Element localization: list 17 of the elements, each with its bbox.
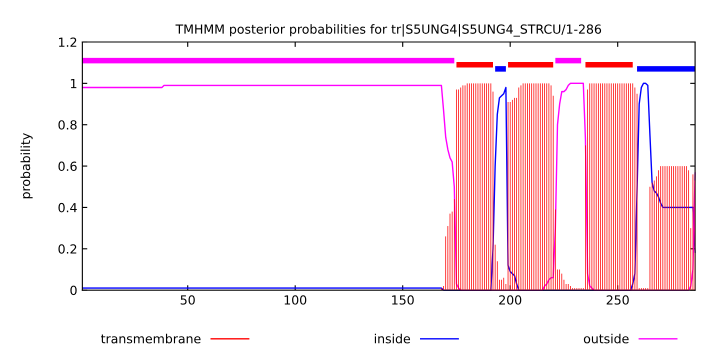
legend-label: inside (374, 334, 410, 344)
y-axis-title: probability (20, 133, 33, 198)
x-tick-label: 100 (284, 295, 306, 305)
x-tick-label: 50 (180, 295, 195, 305)
y-tick-label: 0.2 (58, 244, 76, 254)
x-tick-label: 150 (392, 295, 414, 305)
y-tick-label: 1 (70, 78, 76, 88)
y-tick-label: 0 (70, 286, 77, 296)
x-tick-label: 200 (499, 295, 522, 305)
y-tick-label: 0.8 (58, 120, 77, 130)
legend-label: transmembrane (101, 334, 201, 344)
x-tick-label: 250 (606, 295, 629, 305)
legend-label: outside (584, 334, 629, 344)
y-tick-label: 1.2 (58, 37, 76, 47)
y-tick-label: 0.4 (58, 202, 77, 212)
chart-title: TMHMM posterior probabilities for tr|S5UNG4|S5UNG4_STRCU/1-286 (176, 24, 602, 37)
y-tick-label: 0.6 (58, 162, 77, 171)
